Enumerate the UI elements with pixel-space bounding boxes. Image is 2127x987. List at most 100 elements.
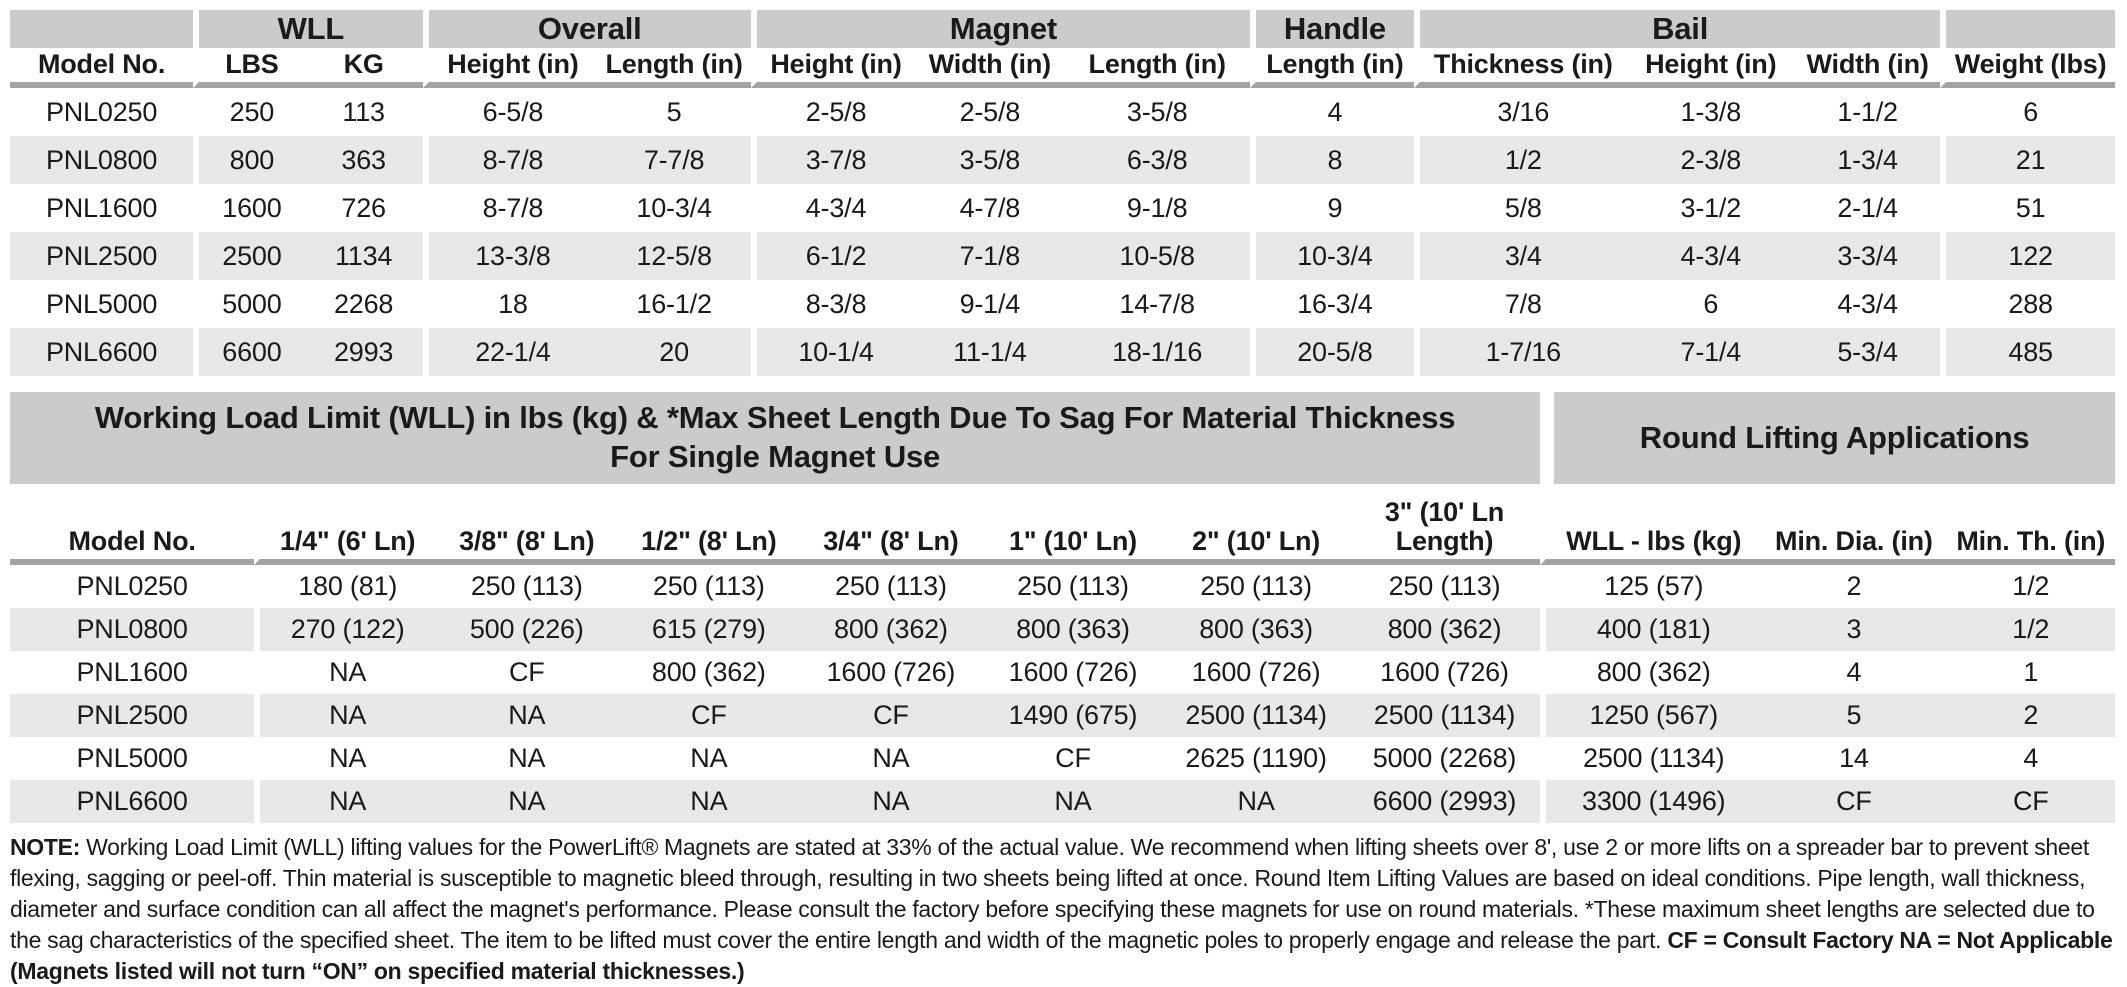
footnote-body: Working Load Limit (WLL) lifting values … bbox=[10, 834, 2095, 953]
table-cell: 8 bbox=[1249, 136, 1414, 184]
table-cell: NA bbox=[690, 743, 728, 773]
spacer bbox=[10, 484, 2115, 497]
table-cell: CF bbox=[1055, 743, 1091, 773]
table-cell: 8-7/8 bbox=[422, 136, 598, 184]
table-cell: 7-1/8 bbox=[915, 232, 1065, 280]
table-cell: NA bbox=[982, 780, 1164, 823]
table-cell: 1600 (726) bbox=[1191, 657, 1321, 687]
column-header-model: Model No. bbox=[10, 497, 255, 565]
column-header-min-dia: Min. Dia. (in) bbox=[1761, 497, 1947, 565]
table-cell: 1250 (567) bbox=[1540, 694, 1762, 737]
table-cell: PNL2500 bbox=[10, 232, 194, 280]
table-cell: CF bbox=[618, 694, 800, 737]
column-header-handle-length: Length (in) bbox=[1249, 48, 1414, 88]
table-cell: 9 bbox=[1249, 184, 1414, 232]
table-cell: 250 (113) bbox=[652, 571, 765, 601]
table-row: PNL6600 6600 2993 22-1/4 20 10-1/4 11-1/4 18-1/… bbox=[10, 328, 2115, 376]
table-cell: 250 (113) bbox=[1388, 571, 1501, 601]
column-header-overall-height: Height (in) bbox=[422, 48, 598, 88]
table-cell: PNL0250 bbox=[45, 96, 158, 127]
table-cell: 16-3/4 bbox=[1249, 280, 1414, 328]
table-cell: 14-7/8 bbox=[1119, 288, 1196, 319]
table-cell: 113 bbox=[342, 96, 385, 127]
table-cell: 3/4 bbox=[1413, 232, 1627, 280]
table-cell: 4 bbox=[2023, 743, 2039, 773]
table-cell: 1600 (726) bbox=[1008, 657, 1138, 687]
column-header-round-wll: WLL - lbs (kg) bbox=[1540, 497, 1762, 565]
table-cell: 5 bbox=[666, 96, 682, 127]
table-cell: 1600 (726) bbox=[826, 657, 956, 687]
table-cell: 726 bbox=[341, 192, 386, 223]
section-title-row: Working Load Limit (WLL) in lbs (kg) & *… bbox=[10, 392, 2115, 484]
table-row: PNL0800 800 363 8-7/8 7-7/8 3-7/8 3-5/8 6-3/8 8 1… bbox=[10, 136, 2115, 184]
table-cell: 10-5/8 bbox=[1064, 232, 1250, 280]
spec-table-body: PNL0250 250 113 6-5/8 5 2-5/8 2-5/8 3-5/8 4 3/16 1… bbox=[10, 88, 2115, 376]
group-header-bail: Bail bbox=[1413, 10, 1941, 48]
table-cell: 2-5/8 bbox=[959, 96, 1021, 127]
table-cell: PNL1600 bbox=[45, 192, 158, 223]
column-header-bail-width: Width (in) bbox=[1794, 48, 1941, 88]
table-cell: 1 bbox=[2023, 657, 2039, 687]
load-table: Working Load Limit (WLL) in lbs (kg) & *… bbox=[10, 392, 2115, 823]
table-cell: CF bbox=[799, 694, 983, 737]
column-header-quarter-inch: 1/4" (6' Ln) bbox=[254, 497, 436, 565]
table-cell: 5000 bbox=[193, 280, 305, 328]
table-cell: NA bbox=[435, 694, 619, 737]
group-header-row: WLL Overall Magnet Handle Bail bbox=[10, 10, 2115, 48]
table-cell: 16-1/2 bbox=[636, 288, 712, 319]
column-header-row: Model No. 1/4" (6' Ln) 3/8" (8' Ln) 1/2"… bbox=[10, 497, 2115, 565]
table-cell: 270 (122) bbox=[254, 608, 436, 651]
section-title-round-lifting: Round Lifting Applications bbox=[1540, 392, 2115, 484]
table-cell: NA bbox=[508, 743, 546, 773]
table-cell: 2 bbox=[1846, 571, 1862, 601]
table-cell: 12-5/8 bbox=[597, 232, 751, 280]
table-cell: NA bbox=[254, 651, 435, 694]
column-header-min-th: Min. Th. (in) bbox=[1946, 497, 2115, 565]
footnote: NOTE: Working Load Limit (WLL) lifting v… bbox=[10, 832, 2115, 987]
column-header-wll-lbs: LBS bbox=[193, 48, 305, 88]
column-header-magnet-width: Width (in) bbox=[915, 48, 1065, 88]
table-cell: NA bbox=[254, 780, 436, 823]
table-row: PNL0250 180 (81) 250 (113) 250 (113) 250 (11… bbox=[10, 565, 2115, 608]
table-cell: 3-3/4 bbox=[1794, 232, 1941, 280]
table-cell: 4 bbox=[1846, 657, 1862, 687]
table-cell: 250 (113) bbox=[835, 571, 947, 601]
table-cell: 1/2 bbox=[1413, 136, 1627, 184]
table-cell: 800 (362) bbox=[1540, 651, 1761, 694]
table-cell: 2500 bbox=[193, 232, 305, 280]
table-cell: NA bbox=[254, 694, 436, 737]
table-cell: 3-7/8 bbox=[750, 136, 916, 184]
table-cell: 500 (226) bbox=[435, 608, 619, 651]
table-row: PNL6600 NA NA NA NA NA NA 6600 (2993) 3300 (1496… bbox=[10, 780, 2115, 823]
table-cell: 1600 (726) bbox=[1380, 657, 1509, 687]
table-cell: 22-1/4 bbox=[422, 328, 598, 376]
column-header-one-inch: 1" (10' Ln) bbox=[982, 497, 1164, 565]
table-cell: 1-1/2 bbox=[1837, 96, 1898, 127]
table-cell: 485 bbox=[1940, 328, 2115, 376]
table-cell: 125 (57) bbox=[1540, 565, 1761, 608]
table-cell: 21 bbox=[1940, 136, 2115, 184]
column-header-row: Model No. LBS KG Height (in) Length (in)… bbox=[10, 48, 2115, 88]
table-cell: 3-5/8 bbox=[915, 136, 1065, 184]
table-cell: 180 (81) bbox=[254, 565, 435, 608]
footnote-label: NOTE: bbox=[10, 834, 81, 860]
table-cell: 6 bbox=[1703, 288, 1719, 319]
spacer-row bbox=[10, 484, 2115, 497]
column-header-bail-thickness: Thickness (in) bbox=[1413, 48, 1627, 88]
table-cell: 6600 bbox=[193, 328, 305, 376]
table-cell: 4-3/4 bbox=[1626, 232, 1795, 280]
table-cell: 1-3/8 bbox=[1680, 96, 1742, 127]
column-header-weight: Weight (lbs) bbox=[1940, 48, 2115, 88]
table-cell: 363 bbox=[304, 136, 423, 184]
table-cell: NA bbox=[254, 737, 435, 780]
table-cell: 10-3/4 bbox=[636, 192, 712, 223]
column-header-three-inch: 3" (10' Ln Length) bbox=[1348, 497, 1541, 565]
table-cell: PNL6600 bbox=[10, 780, 255, 823]
table-cell: NA bbox=[435, 780, 619, 823]
table-row: PNL0250 250 113 6-5/8 5 2-5/8 2-5/8 3-5/8 4 3/16 1… bbox=[10, 88, 2115, 136]
table-cell: 14 bbox=[1839, 743, 1869, 773]
table-cell: 9-1/4 bbox=[959, 288, 1021, 319]
table-cell: 800 (362) bbox=[799, 608, 983, 651]
table-cell: 2-5/8 bbox=[750, 88, 915, 136]
column-header-wll-kg: KG bbox=[304, 48, 423, 88]
